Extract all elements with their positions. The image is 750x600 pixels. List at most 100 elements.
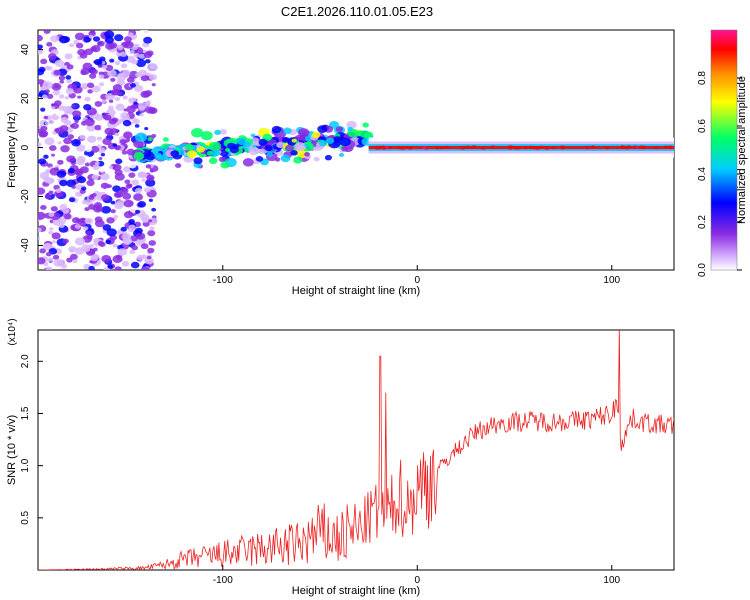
- heatmap-noise-dot: [38, 158, 47, 165]
- heatmap-track-dot: [147, 137, 153, 142]
- heatmap-track-dot: [177, 149, 185, 156]
- heatmap-track-dot: [318, 140, 328, 147]
- heatmap-noise-dot: [98, 82, 105, 87]
- heatmap-noise-dot: [138, 105, 146, 111]
- heatmap-noise-dot: [54, 59, 65, 67]
- spectrogram-marks: [38, 30, 674, 270]
- bottom-y-axis-label: SNR (10 * v/v): [6, 415, 18, 485]
- heatmap-noise-dot: [38, 257, 46, 265]
- heatmap-noise-dot: [104, 36, 115, 44]
- heatmap-noise-dot: [128, 172, 136, 178]
- spectrogram-panel: -100 0 100 -40 -20 0 20 40 Height of straight …: [6, 29, 675, 297]
- heatmap-noise-dot: [66, 64, 74, 70]
- heatmap-noise-dot: [91, 174, 99, 180]
- heatmap-noise-dot: [90, 30, 96, 34]
- heatmap-main-line-dot: [515, 146, 520, 150]
- colorbar-tick-label: 0.6: [697, 119, 708, 133]
- heatmap-track-dot: [283, 127, 292, 135]
- bottom-x-ticks: -100 0 100: [213, 565, 621, 586]
- heatmap-noise-dot: [42, 81, 53, 90]
- heatmap-noise-dot: [118, 46, 123, 51]
- heatmap-noise-dot: [123, 211, 134, 219]
- top-y-tick-label: -20: [20, 189, 31, 204]
- heatmap-noise-dot: [114, 202, 124, 210]
- heatmap-noise-dot: [43, 154, 49, 159]
- heatmap-noise-dot: [66, 78, 73, 84]
- heatmap-noise-dot: [124, 179, 131, 185]
- bottom-y-ticks: 0.5 1.0 1.5 2.0: [20, 354, 43, 525]
- heatmap-noise-dot: [104, 114, 112, 121]
- heatmap-noise-dot: [60, 116, 69, 123]
- heatmap-track-dot: [162, 137, 169, 142]
- heatmap-noise-dot: [108, 105, 114, 111]
- heatmap-noise-dot: [134, 124, 140, 128]
- heatmap-noise-dot: [52, 254, 60, 260]
- heatmap-noise-dot: [57, 159, 64, 165]
- heatmap-track-dot: [297, 128, 310, 138]
- heatmap-track-dot: [293, 156, 303, 164]
- heatmap-noise-dot: [149, 169, 154, 173]
- heatmap-noise-dot: [108, 42, 118, 49]
- heatmap-noise-dot: [112, 185, 121, 193]
- heatmap-noise-dot: [66, 155, 76, 163]
- heatmap-noise-dot: [44, 193, 52, 200]
- heatmap-noise-dot: [38, 79, 45, 85]
- heatmap-noise-dot: [75, 144, 86, 152]
- heatmap-noise-dot: [100, 152, 106, 157]
- heatmap-noise-dot: [45, 89, 50, 94]
- heatmap-track-dot: [225, 147, 231, 152]
- heatmap-track-dot: [214, 129, 222, 135]
- heatmap-main-line-dot: [444, 145, 449, 149]
- heatmap-main-line-dot: [435, 146, 440, 150]
- heatmap-noise-dot: [75, 42, 84, 49]
- heatmap-noise-dot: [69, 124, 75, 128]
- heatmap-noise-dot: [54, 100, 62, 107]
- heatmap-noise-dot: [49, 227, 54, 231]
- heatmap-noise-dot: [121, 150, 128, 155]
- heatmap-noise-dot: [84, 217, 93, 225]
- heatmap-noise-dot: [63, 137, 72, 145]
- heatmap-noise-dot: [51, 106, 56, 110]
- heatmap-track-dot: [264, 144, 273, 152]
- heatmap-noise-dot: [101, 206, 112, 214]
- heatmap-noise-dot: [84, 193, 89, 197]
- heatmap-noise-dot: [38, 187, 46, 195]
- snr-series-line: [38, 330, 674, 570]
- heatmap-track-dot: [190, 127, 204, 138]
- heatmap-track-dot: [317, 125, 328, 133]
- heatmap-noise-dot: [53, 259, 64, 267]
- heatmap-noise-dot: [120, 63, 128, 69]
- heatmap-noise-dot: [112, 255, 123, 264]
- heatmap-noise-dot: [145, 164, 152, 169]
- heatmap-main-line-dot: [664, 145, 669, 149]
- heatmap-noise-dot: [52, 89, 61, 96]
- heatmap-noise-dot: [58, 35, 69, 44]
- heatmap-noise-dot: [72, 258, 78, 264]
- heatmap-noise-dot: [114, 34, 124, 42]
- snr-panel: -100 0 100 0.5 1.0 1.5 2.0 Height of straight…: [6, 318, 675, 597]
- heatmap-noise-dot: [97, 64, 103, 68]
- heatmap-noise-dot: [123, 40, 134, 49]
- heatmap-noise-dot: [84, 146, 93, 153]
- heatmap-main-line-dot: [535, 146, 540, 150]
- heatmap-noise-dot: [92, 164, 100, 171]
- heatmap-noise-dot: [98, 71, 104, 76]
- heatmap-noise-dot: [110, 77, 116, 82]
- heatmap-noise-dot: [71, 138, 81, 147]
- heatmap-noise-dot: [59, 125, 69, 132]
- colorbar: 0.0 0.2 0.4 0.6 0.8 Normalized spectral ampl…: [697, 29, 748, 277]
- heatmap-track-dot: [135, 132, 148, 142]
- heatmap-noise-dot: [101, 100, 106, 104]
- heatmap-noise-dot: [40, 125, 48, 132]
- heatmap-noise-dot: [49, 145, 57, 152]
- heatmap-main-line-dot: [490, 145, 496, 149]
- top-y-tick-label: -40: [20, 238, 31, 253]
- heatmap-noise-dot: [132, 117, 138, 122]
- top-y-tick-label: 0: [20, 144, 31, 150]
- heatmap-noise-dot: [133, 101, 138, 105]
- heatmap-noise-dot: [134, 187, 143, 194]
- heatmap-noise-dot: [39, 248, 46, 254]
- heatmap-noise-dot: [111, 117, 119, 123]
- heatmap-noise-dot: [133, 193, 143, 201]
